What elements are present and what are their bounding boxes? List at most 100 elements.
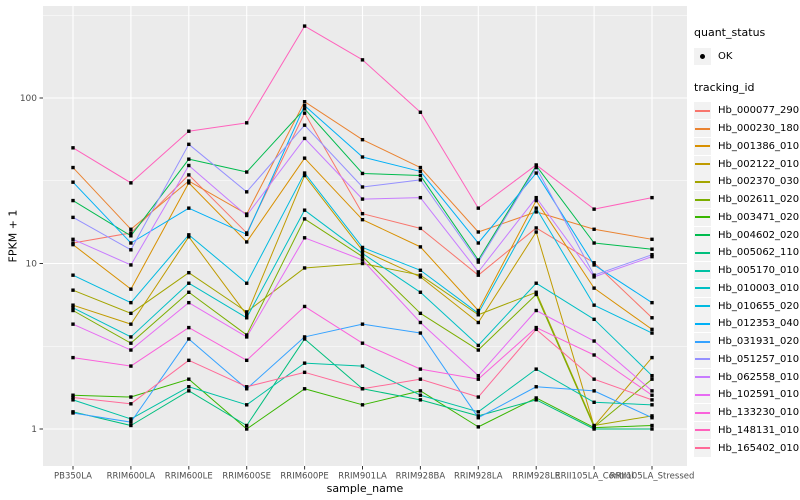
x-axis-title: sample_name: [326, 482, 404, 495]
legend-key-swatch: [694, 262, 711, 280]
data-point: [245, 281, 249, 285]
data-point: [71, 198, 75, 203]
legend-key-swatch: [694, 421, 711, 439]
data-point: [650, 423, 654, 428]
data-point: [360, 261, 365, 266]
data-point: [418, 311, 423, 316]
legend-item: Hb_002611_020: [694, 191, 800, 209]
legend-item: Hb_012353_040: [694, 315, 800, 333]
data-point: [302, 236, 307, 240]
data-point: [129, 287, 133, 291]
data-point: [650, 331, 654, 335]
data-point: [534, 210, 538, 214]
data-point: [418, 275, 423, 279]
legend-key-swatch: [694, 120, 711, 138]
data-point: [360, 364, 365, 368]
legend-item: Hb_001386_010: [694, 137, 800, 156]
data-point: [129, 423, 133, 428]
data-point: [187, 300, 191, 305]
data-point: [534, 226, 538, 230]
data-point: [129, 231, 133, 235]
data-point: [592, 241, 596, 245]
data-point: [245, 170, 249, 174]
legend-key-swatch: [694, 350, 711, 368]
data-point: [71, 242, 75, 247]
data-point: [71, 393, 75, 397]
x-tick-label: RRIM600PE: [280, 472, 328, 482]
data-point: [129, 417, 133, 421]
data-point: [129, 322, 133, 326]
data-point: [360, 387, 365, 391]
data-point: [592, 377, 596, 381]
data-point: [71, 180, 75, 184]
data-point: [302, 111, 307, 115]
data-point: [476, 311, 480, 316]
data-point: [187, 325, 191, 330]
data-point: [476, 241, 480, 245]
data-point: [476, 308, 480, 313]
data-point: [302, 103, 307, 108]
data-point: [71, 306, 75, 310]
data-point: [592, 389, 596, 393]
data-point: [302, 107, 307, 111]
data-point: [534, 292, 538, 297]
x-tick-label: RRIM600SE: [222, 472, 271, 482]
legend-item: Hb_031931_020: [694, 333, 800, 351]
data-point: [476, 377, 480, 381]
data-point: [71, 411, 75, 415]
legend-key-swatch: [694, 315, 711, 333]
data-point: [302, 337, 307, 341]
data-point: [187, 235, 191, 239]
data-point: [650, 253, 654, 257]
data-point: [129, 263, 133, 267]
data-point: [360, 197, 365, 201]
data-point: [360, 322, 365, 326]
data-point: [187, 157, 191, 161]
legend-item: Hb_010003_010: [694, 279, 800, 298]
data-point: [245, 427, 249, 431]
y-tick-label: 10: [26, 260, 38, 270]
data-point: [650, 416, 654, 420]
data-point: [650, 377, 654, 381]
data-point: [245, 310, 249, 314]
data-point: [418, 320, 423, 325]
data-point: [418, 377, 423, 381]
data-point: [360, 58, 365, 62]
y-tick-label: 100: [20, 94, 37, 104]
data-point: [302, 123, 307, 127]
legend-key-swatch: [694, 439, 711, 457]
data-point: [418, 178, 423, 182]
data-point: [302, 266, 307, 270]
data-point: [592, 263, 596, 267]
data-point: [360, 211, 365, 216]
legend-key-swatch: [694, 279, 711, 297]
data-point: [476, 348, 480, 352]
data-point: [592, 286, 596, 290]
data-point: [592, 275, 596, 279]
y-axis-title: FPKM + 1: [6, 209, 20, 263]
data-point: [476, 273, 480, 277]
data-point: [71, 355, 75, 360]
data-point: [650, 300, 654, 305]
data-point: [360, 341, 365, 345]
data-point: [476, 425, 480, 429]
data-point: [129, 348, 133, 352]
x-tick-label: RRIM901LA: [338, 472, 387, 482]
legend-key-swatch: [694, 191, 711, 209]
legend-key-swatch: [694, 102, 711, 120]
data-point: [71, 288, 75, 292]
data-point: [302, 387, 307, 391]
legend-key-swatch: [694, 226, 711, 244]
data-point: [418, 165, 423, 170]
data-point: [302, 370, 307, 375]
x-tick-label: RRIM600LA: [107, 472, 156, 482]
data-point: [360, 254, 365, 259]
data-point: [71, 165, 75, 170]
data-point: [302, 304, 307, 309]
data-point: [476, 410, 480, 414]
data-point: [592, 303, 596, 307]
data-point: [650, 414, 654, 418]
data-point: [187, 290, 191, 294]
legend-title-tracking-id: tracking_id: [694, 81, 755, 94]
